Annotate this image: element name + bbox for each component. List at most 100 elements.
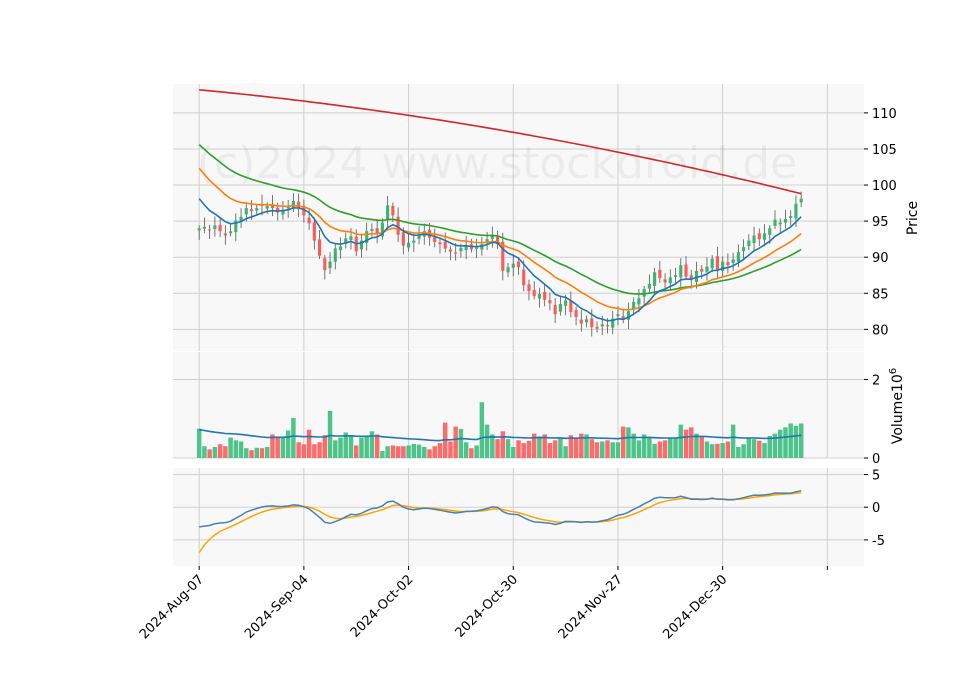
volume-bar [202, 446, 207, 458]
volume-bar [411, 443, 417, 458]
candle-body [234, 220, 238, 233]
volume-bar [196, 428, 202, 458]
candle-body [537, 293, 542, 299]
candle-body [700, 268, 704, 272]
candle-body [684, 264, 688, 277]
candle-body [527, 284, 531, 292]
x-tick-label: 2024-Dec-30 [660, 572, 730, 642]
candle-body [448, 249, 453, 252]
x-tick-label: 2024-Oct-30 [453, 572, 521, 640]
candle-body [799, 198, 803, 203]
candle-body [490, 234, 494, 240]
volume-bar [463, 442, 469, 458]
candle-body [218, 224, 222, 232]
volume-bar [432, 446, 437, 458]
volume-bar [427, 449, 432, 458]
candle-body [338, 246, 343, 251]
volume-bar [699, 436, 704, 458]
candle-body [543, 291, 547, 300]
volume-bar [709, 444, 715, 458]
volume-bar [223, 446, 228, 458]
volume-bar [563, 446, 568, 458]
volume-bar [380, 450, 385, 458]
volume-bar [422, 447, 427, 458]
candle-body [794, 203, 798, 219]
volume-bar [500, 431, 506, 458]
volume-bar [474, 445, 479, 458]
price-tick-label: 80 [872, 323, 889, 338]
volume-bar [348, 435, 354, 458]
candle-body [663, 279, 667, 283]
candle-body [522, 269, 526, 286]
volume-bar [657, 441, 663, 458]
candle-body [516, 261, 521, 268]
candle-body [417, 234, 421, 239]
candle-body [223, 233, 227, 236]
volume-bar [469, 448, 474, 458]
candle-body [297, 201, 301, 209]
candle-body [438, 242, 442, 245]
candle-body [736, 252, 740, 262]
volume-bar [296, 442, 301, 458]
volume-bar [736, 447, 741, 458]
candle-body [406, 242, 411, 248]
volume-bar [631, 433, 636, 458]
candle-body [213, 225, 217, 230]
volume-bar [626, 427, 631, 458]
candle-body [705, 266, 709, 272]
volume-bar [542, 434, 547, 458]
volume-bar [275, 436, 280, 458]
oscillator-line [199, 489, 802, 528]
volume-bar [327, 410, 333, 458]
volume-bar [521, 443, 526, 458]
volume-bar [448, 441, 453, 458]
volume-bar [783, 427, 788, 458]
x-tick-label: 2024-Sep-04 [242, 572, 312, 642]
candle-body [574, 310, 578, 318]
candle-body [270, 204, 275, 209]
volume-bar [694, 433, 699, 458]
candle-body [715, 256, 719, 270]
volume-bar [458, 428, 464, 458]
volume-bar [212, 447, 218, 458]
volume-bar [594, 442, 600, 458]
candle-body [783, 218, 788, 223]
price-tick-label: 110 [872, 107, 897, 122]
candle-body [642, 288, 646, 297]
volume-bar [668, 438, 673, 458]
oscillator-tick-label: -5 [872, 534, 885, 549]
candle-body [647, 283, 651, 289]
volume-bar [641, 434, 647, 458]
volume-bar [385, 446, 390, 458]
volume-bar [343, 432, 348, 458]
volume-bar [338, 437, 343, 458]
volume-bar [579, 433, 584, 458]
volume-bar [254, 447, 259, 458]
volume-bar [395, 446, 401, 458]
candle-body [286, 206, 290, 209]
candle-body [653, 272, 657, 286]
candle-body [485, 239, 489, 243]
volume-bar [511, 447, 516, 458]
volume-bar [573, 438, 579, 458]
volume-bar [767, 436, 772, 458]
candle-body [391, 205, 395, 216]
candle-body [459, 247, 463, 252]
volume-bar [552, 440, 558, 458]
candle-body [302, 205, 306, 216]
candle-body [328, 261, 332, 269]
candle-body [475, 247, 479, 249]
volume-bar [689, 427, 694, 458]
volume-bar [568, 435, 574, 458]
volume-bar [437, 443, 443, 458]
candle-body [401, 232, 405, 246]
volume-exponent-base: 10 [890, 374, 906, 392]
candle-body [621, 316, 625, 320]
volume-bar [610, 442, 615, 458]
volume-bar [772, 433, 778, 458]
candle-body [584, 319, 589, 323]
volume-bar [233, 440, 239, 458]
volume-bar [238, 441, 244, 458]
volume-bar [516, 440, 521, 458]
